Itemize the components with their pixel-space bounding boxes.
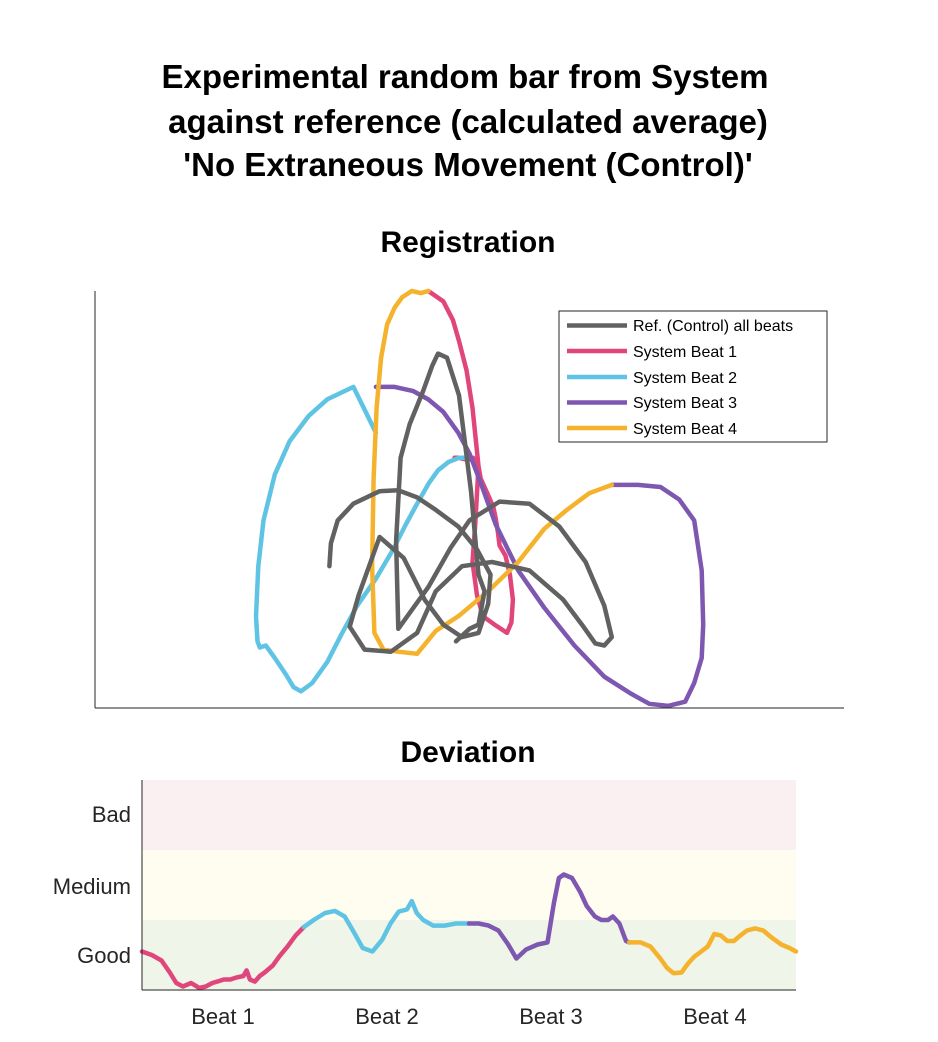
y-tick-good: Good (77, 943, 131, 968)
x-tick-beat-2: Beat 2 (355, 1004, 419, 1029)
main-title-line-3: 'No Extraneous Movement (Control)' (183, 146, 752, 183)
x-tick-beat-4: Beat 4 (683, 1004, 747, 1029)
legend-box (558, 310, 828, 443)
deviation-title: Deviation (400, 736, 535, 769)
legend-label-beat-1: System Beat 1 (633, 344, 737, 361)
x-tick-beat-1: Beat 1 (191, 1004, 255, 1029)
reference-curve (327, 351, 615, 654)
beat-1-curve (426, 288, 516, 636)
legend-label-reference: Ref. (Control) all beats (633, 318, 793, 335)
registration-legend: Ref. (Control) all beats System Beat 1 S… (558, 310, 828, 443)
beat-2-curve (253, 384, 471, 694)
deviation-beat-1-curve (139, 924, 307, 991)
y-tick-bad: Bad (92, 802, 131, 827)
legend-label-beat-4: System Beat 4 (633, 421, 737, 438)
x-tick-beat-3: Beat 3 (519, 1004, 583, 1029)
legend-label-beat-3: System Beat 3 (633, 395, 737, 412)
deviation-plot-area (139, 872, 799, 991)
registration-title: Registration (380, 226, 555, 259)
registration-plot-area (253, 288, 706, 709)
main-title-line-2: against reference (calculated average) (168, 103, 768, 140)
band-bad (142, 780, 796, 850)
deviation-beat-3-curve (466, 872, 632, 961)
beat-3-curve (373, 384, 706, 709)
deviation-bands (142, 780, 796, 990)
y-tick-medium: Medium (53, 874, 131, 899)
legend-label-beat-2: System Beat 2 (633, 370, 737, 387)
deviation-beat-2-curve (301, 898, 472, 954)
main-title-line-1: Experimental random bar from System (161, 58, 768, 95)
beat-4-curve (369, 288, 615, 657)
deviation-beat-4-curve (626, 926, 799, 976)
band-medium (142, 850, 796, 920)
